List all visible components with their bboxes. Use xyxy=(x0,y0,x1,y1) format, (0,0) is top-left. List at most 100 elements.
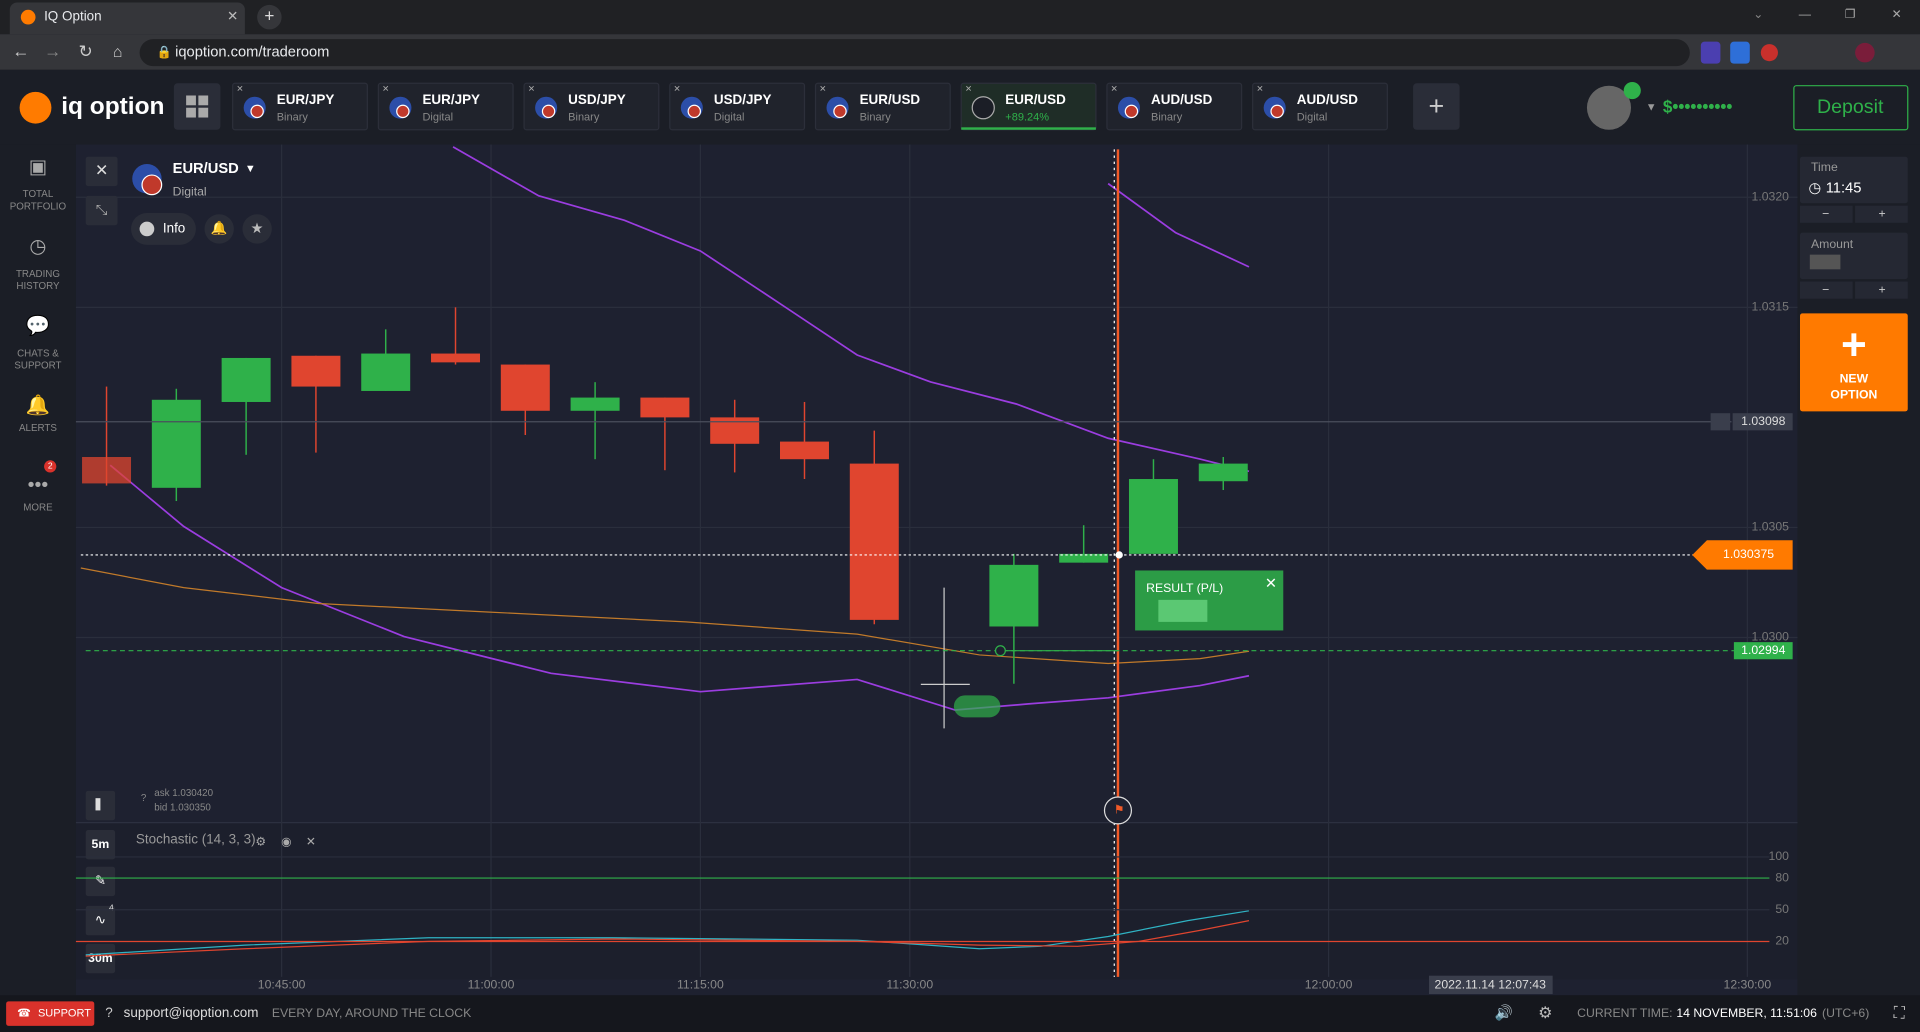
asset-name[interactable]: EUR/USD xyxy=(173,161,239,177)
tab-pair: AUD/USD xyxy=(1297,92,1359,107)
support-button[interactable] xyxy=(6,1001,95,1026)
asset-tab[interactable] xyxy=(232,82,368,131)
amount-plus[interactable] xyxy=(1855,281,1908,299)
tab-close[interactable]: ✕ xyxy=(819,84,826,94)
sidebar-icon[interactable]: ▣ xyxy=(29,156,48,178)
chart-type-icon xyxy=(95,798,101,811)
extension[interactable] xyxy=(1730,41,1750,64)
support-email[interactable]: support@iqoption.com xyxy=(124,1005,259,1020)
add-asset[interactable] xyxy=(1413,83,1460,130)
indicator-icon: ∿ xyxy=(95,912,106,927)
reload[interactable]: ↻ xyxy=(79,41,93,61)
indicators[interactable] xyxy=(85,905,116,936)
browser-tab[interactable] xyxy=(9,2,245,35)
favorite-button[interactable] xyxy=(242,214,272,244)
visibility-icon[interactable]: ◉ xyxy=(281,834,292,848)
window-control[interactable]: ✕ xyxy=(1892,7,1902,21)
collapse[interactable] xyxy=(85,195,118,226)
profile[interactable] xyxy=(1855,42,1875,63)
candle-size-button[interactable] xyxy=(85,943,116,974)
asset-tab[interactable] xyxy=(1106,82,1243,131)
time-box[interactable] xyxy=(1800,156,1908,204)
x-tick-label: 11:30:00 xyxy=(886,978,933,992)
balance[interactable]: $•••••••••• xyxy=(1663,96,1732,116)
tab-close[interactable]: ✕ xyxy=(965,84,972,94)
sidebar-icon[interactable]: ◷ xyxy=(29,235,46,257)
close-chart[interactable] xyxy=(85,156,118,187)
candle-body xyxy=(221,357,271,402)
result-box[interactable] xyxy=(1135,570,1284,631)
deposit-label: Deposit xyxy=(1817,96,1884,118)
tab-strip xyxy=(0,0,1920,35)
asset-tab[interactable] xyxy=(814,82,951,131)
moving-average xyxy=(80,567,1250,665)
window-control[interactable]: ❐ xyxy=(1845,7,1856,21)
alert-price-box xyxy=(1732,413,1793,431)
alert-button[interactable] xyxy=(204,214,234,244)
verified xyxy=(1623,82,1641,100)
tab-pair: EUR/JPY xyxy=(422,92,480,107)
window-control[interactable]: — xyxy=(1799,7,1812,21)
level-label: 20 xyxy=(1775,934,1789,948)
tab-close[interactable]: ✕ xyxy=(1256,84,1263,94)
sidebar-label: PORTFOLIO xyxy=(10,201,67,212)
candle-body xyxy=(500,364,550,411)
forward[interactable]: → xyxy=(44,41,61,61)
sidebar-icon[interactable]: 💬 xyxy=(26,314,50,337)
result-label: RESULT (P/L) xyxy=(1146,581,1223,595)
settings-icon[interactable]: ⚙ xyxy=(255,834,266,848)
logo: iq option xyxy=(61,93,164,120)
cursor-time: 2022.11.14 12:07:43 xyxy=(1435,978,1547,992)
support-label: SUPPORT xyxy=(38,1008,91,1020)
tab-close[interactable]: ✕ xyxy=(1111,84,1118,94)
flag xyxy=(971,96,995,120)
y-tick-label: 1.0320 xyxy=(1752,190,1790,204)
address-bar[interactable] xyxy=(139,39,1690,67)
flag xyxy=(250,104,264,119)
timeframe-button[interactable] xyxy=(85,830,116,860)
asset-tab[interactable] xyxy=(377,82,514,131)
extension[interactable] xyxy=(1760,44,1778,62)
settings[interactable]: ⚙ xyxy=(1538,1005,1552,1022)
sidebar-icon[interactable]: 🔔 xyxy=(26,394,50,417)
stochastic-d xyxy=(85,919,1250,957)
asset-tab[interactable] xyxy=(523,82,660,131)
info-button[interactable] xyxy=(131,213,196,245)
current-time: 14 NOVEMBER, 11:51:06 xyxy=(1676,1006,1817,1020)
time-value: 11:45 xyxy=(1826,180,1862,196)
plus-icon: + xyxy=(1878,282,1885,296)
tab-close[interactable]: ✕ xyxy=(528,84,535,94)
new-tab[interactable] xyxy=(257,4,282,30)
home[interactable]: ⌂ xyxy=(113,44,123,61)
footer xyxy=(0,995,1920,1032)
tab-kind: Binary xyxy=(568,111,600,123)
back[interactable]: ← xyxy=(12,41,29,61)
deposit-button[interactable] xyxy=(1793,85,1909,131)
result-close[interactable]: ✕ xyxy=(1265,576,1277,592)
amount-minus[interactable] xyxy=(1800,281,1853,299)
tab-close[interactable]: ✕ xyxy=(227,9,238,24)
tab-close[interactable]: ✕ xyxy=(236,84,243,94)
time-minus[interactable] xyxy=(1800,205,1853,223)
new-tab-icon: + xyxy=(264,6,274,26)
window-control[interactable]: ⌄ xyxy=(1753,7,1763,21)
draw-tool[interactable] xyxy=(85,866,116,897)
tab-close[interactable]: ✕ xyxy=(382,84,389,94)
asset-tab[interactable] xyxy=(669,82,806,131)
sidebar-icon[interactable]: ••• xyxy=(28,474,49,496)
avatar[interactable] xyxy=(1586,85,1632,130)
layout-button[interactable] xyxy=(173,83,221,130)
sound[interactable]: 🔊 xyxy=(1495,1004,1513,1022)
extension[interactable] xyxy=(1700,41,1721,64)
x-tick-label: 11:00:00 xyxy=(468,978,515,992)
bell-icon: 🔔 xyxy=(211,220,228,235)
new-option-button[interactable] xyxy=(1800,313,1908,412)
candle-body xyxy=(291,355,341,387)
current-price: 1.030375 xyxy=(1723,547,1774,561)
fullscreen[interactable]: ⛶ xyxy=(1894,1005,1906,1022)
remove-icon[interactable]: ✕ xyxy=(306,834,316,848)
time-plus[interactable] xyxy=(1855,205,1908,223)
tab-close[interactable]: ✕ xyxy=(674,84,681,94)
asset-tab[interactable] xyxy=(1252,82,1388,131)
collapse-icon: ⤡ xyxy=(96,202,108,218)
